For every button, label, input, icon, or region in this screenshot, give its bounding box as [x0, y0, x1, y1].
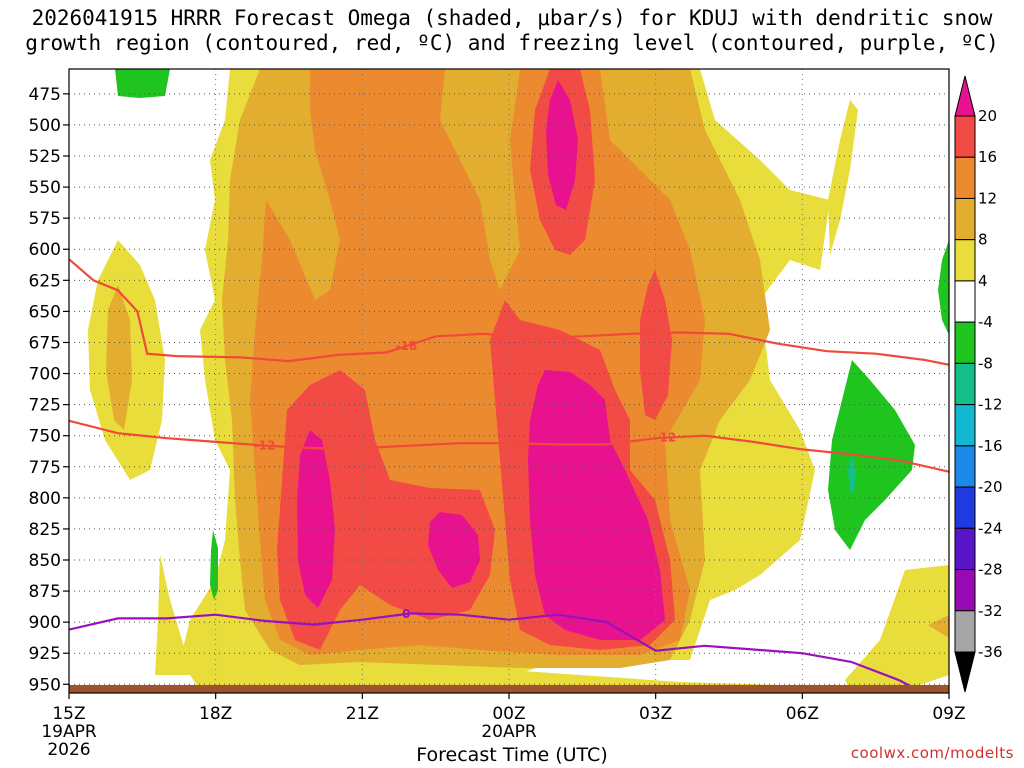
y-tick-label: 475 — [29, 85, 61, 105]
contour-line-0 — [69, 612, 925, 693]
colorbar-label: -20 — [978, 478, 1003, 496]
y-tick-label: 800 — [29, 489, 61, 509]
colorbar-label: 8 — [978, 231, 988, 249]
x-tick-label: 03Z — [639, 704, 672, 724]
y-tick-label: 675 — [29, 333, 61, 353]
omega-region-neg-8-12-b — [848, 455, 856, 495]
colorbar-band-bottom — [954, 651, 976, 693]
y-tick-label: 575 — [29, 209, 61, 229]
contour-line--18 — [69, 258, 949, 366]
x-axis-label: Forecast Time (UTC) — [416, 744, 608, 766]
omega-region-neg-4-8-a — [115, 69, 170, 98]
credit-text: coolwx.com/modelts — [850, 744, 1014, 762]
y-tick-label: 850 — [29, 551, 61, 571]
colorbar-label: -4 — [978, 313, 993, 331]
y-tick-label: 650 — [29, 302, 61, 322]
y-axis: 475 500 525 550 575 600 625 650 675 700 725 750 775 8… — [29, 85, 69, 695]
colorbar-band — [954, 610, 976, 653]
omega-region-4-8-right — [845, 565, 949, 690]
omega-region-20-plus-c — [428, 512, 480, 588]
x-tick-date-label: 2026 — [47, 740, 90, 760]
y-tick-label: 875 — [29, 582, 61, 602]
x-tick-date-label: 20APR — [481, 722, 537, 742]
y-tick-label: 550 — [29, 178, 61, 198]
colorbar-label: 16 — [978, 148, 997, 166]
colorbar-band — [954, 321, 976, 364]
omega-region-8-12-left — [106, 285, 132, 430]
colorbar-band — [954, 445, 976, 488]
contour-label--18: -18 — [395, 339, 417, 353]
omega-region-neg-4-8-b — [828, 360, 915, 550]
omega-region-20-plus-b — [297, 430, 335, 608]
colorbar-label: -12 — [978, 396, 1003, 414]
colorbar-band — [954, 115, 976, 158]
colorbar-band — [954, 156, 976, 199]
colorbar-label: 4 — [978, 272, 988, 290]
x-tick-date-label: 19APR — [41, 722, 97, 742]
contour-label-0: 0 — [402, 607, 410, 621]
omega-region-neg-4-8-d — [938, 240, 949, 335]
chart-title: 2026041915 HRRR Forecast Omega (shaded, … — [25, 6, 999, 55]
omega-region-8-12-edge — [928, 615, 949, 638]
y-tick-label: 750 — [29, 427, 61, 447]
omega-region-4-8-thin — [828, 100, 858, 255]
colorbar-band — [954, 486, 976, 529]
x-tick-label: 18Z — [199, 704, 232, 724]
y-tick-label: 625 — [29, 271, 61, 291]
x-tick-label: 21Z — [346, 704, 379, 724]
contour-label--12: -12 — [655, 431, 677, 445]
omega-field — [88, 69, 949, 693]
y-tick-label: 725 — [29, 396, 61, 416]
colorbar-band — [954, 239, 976, 282]
colorbar-label: -24 — [978, 519, 1003, 537]
contour-labels: -18 -12 -12 0 — [254, 339, 677, 621]
colorbar-band — [954, 404, 976, 447]
omega-region-20-plus-a — [528, 370, 665, 640]
contour-label--12: -12 — [254, 439, 276, 453]
x-tick-label: 00Z — [492, 704, 525, 724]
y-tick-label: 525 — [29, 147, 61, 167]
terrain-strip — [69, 685, 949, 693]
x-tick-label: 09Z — [932, 704, 965, 724]
grid-lines — [69, 69, 949, 693]
contour-lines — [69, 258, 949, 693]
omega-region-20-plus-d — [546, 80, 578, 210]
colorbar-band-top — [954, 75, 976, 117]
omega-region-neg-4-8-c — [210, 530, 218, 600]
y-tick-label: 825 — [29, 520, 61, 540]
y-tick-label: 500 — [29, 116, 61, 136]
colorbar-band — [954, 362, 976, 406]
y-tick-label: 925 — [29, 644, 61, 664]
y-tick-label: 700 — [29, 365, 61, 385]
colorbar-band — [954, 569, 976, 612]
colorbar-band — [954, 197, 976, 241]
colorbar: 20 16 12 8 4 -4 -8 -12 -16 -20 -24 -28 -32 -36 — [954, 75, 1003, 693]
contour-line--12 — [69, 419, 949, 473]
colorbar-band — [954, 280, 976, 323]
colorbar-label: -16 — [978, 437, 1003, 455]
colorbar-label: -32 — [978, 602, 1003, 620]
y-tick-label: 900 — [29, 613, 61, 633]
omega-region-4-8-spike — [155, 555, 190, 675]
colorbar-label: 20 — [978, 107, 997, 125]
y-tick-label: 775 — [29, 458, 61, 478]
colorbar-label: -8 — [978, 354, 993, 372]
y-tick-label: 600 — [29, 240, 61, 260]
y-tick-label: 950 — [29, 675, 61, 695]
colorbar-band — [954, 527, 976, 571]
colorbar-label: -28 — [978, 561, 1003, 579]
colorbar-label: 12 — [978, 189, 997, 207]
x-tick-label: 15Z — [52, 704, 85, 724]
colorbar-label: -36 — [978, 643, 1003, 661]
x-tick-label: 06Z — [786, 704, 819, 724]
